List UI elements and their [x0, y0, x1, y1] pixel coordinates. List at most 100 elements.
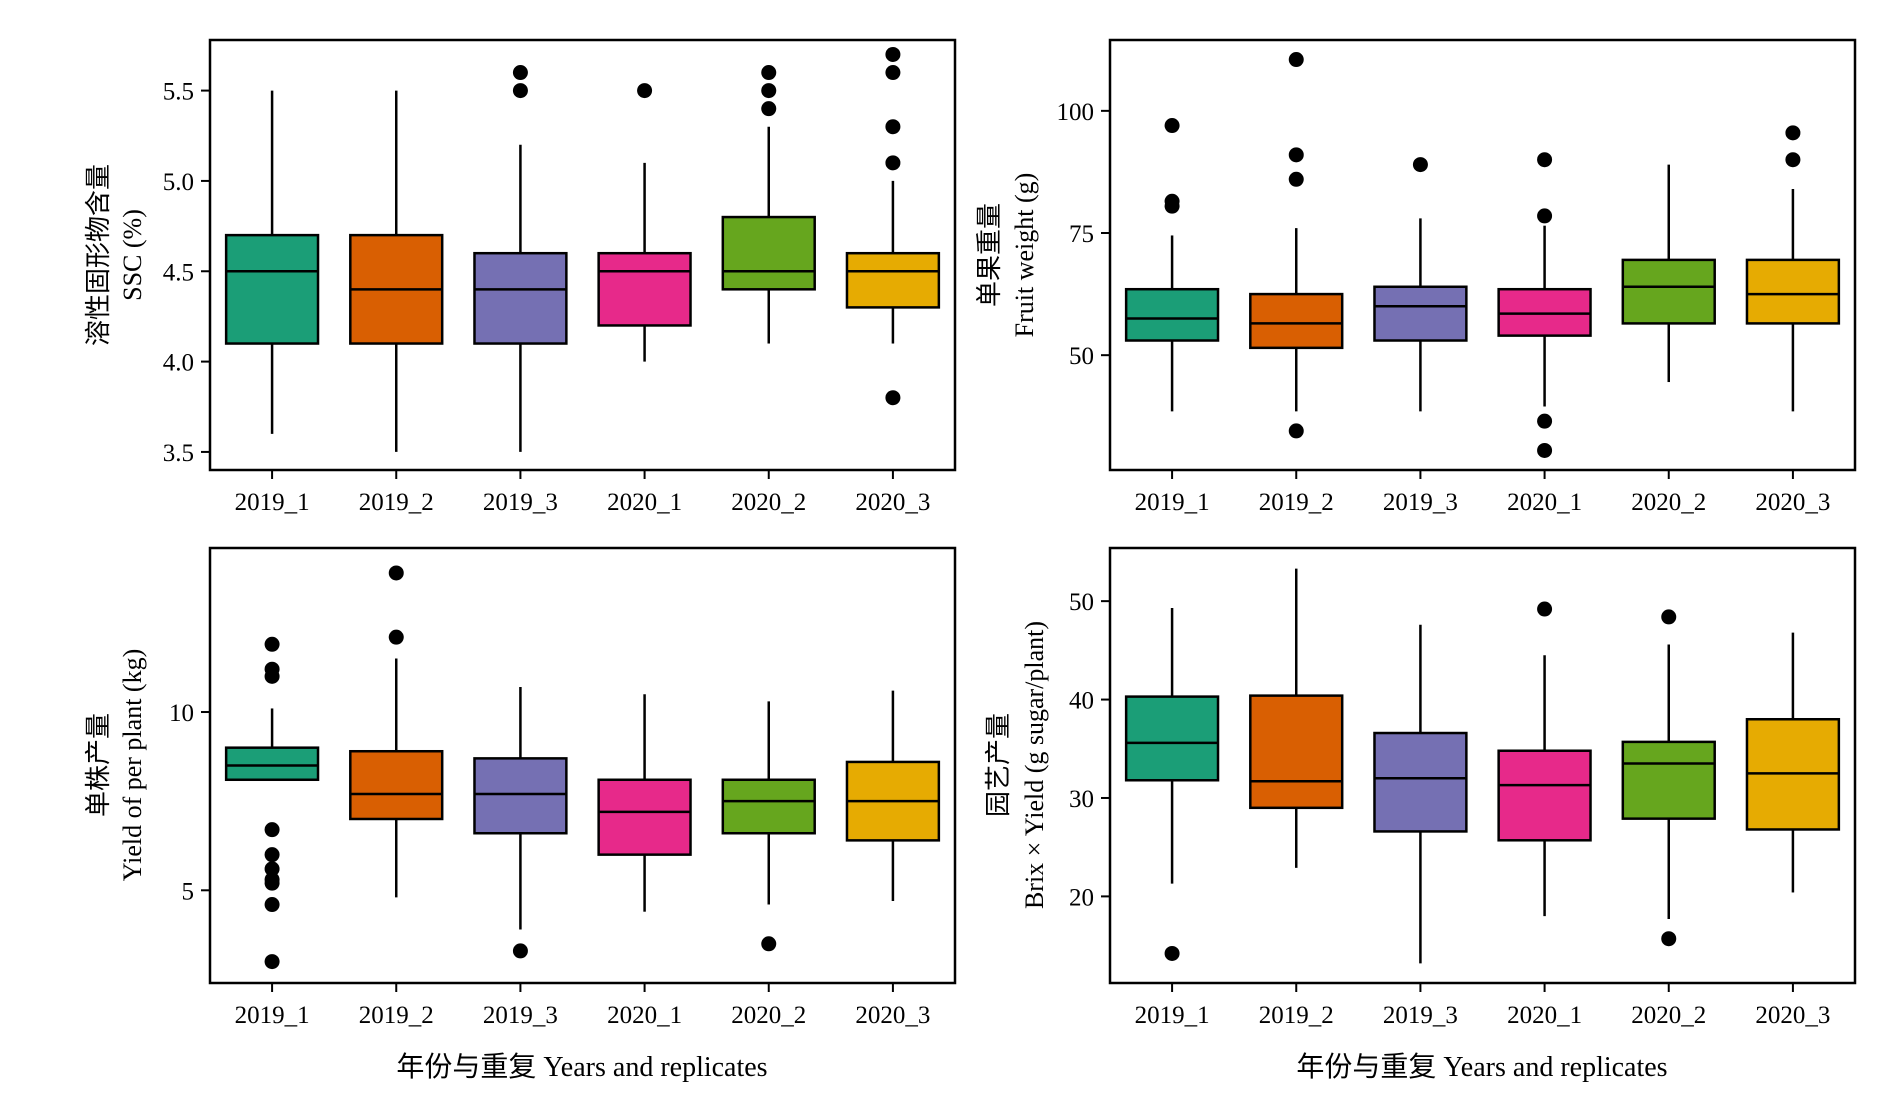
ssc-ylabel-cn: 溶性固形物含量 [84, 164, 113, 346]
ssc-plot-frame [208, 38, 957, 472]
brix-yield-plot-frame [1108, 546, 1857, 985]
yield-x-tick-label: 2019_1 [235, 1002, 310, 1029]
yield-x-tick-label: 2020_1 [607, 1002, 682, 1029]
fruit-weight-outlier-point [1288, 147, 1304, 163]
brix-yield-ylabel-en: Brix × Yield (g sugar/plant) [1020, 621, 1049, 909]
ssc-x-tick-label: 2020_3 [855, 489, 930, 516]
yield-y-tick-label: 5 [182, 878, 195, 905]
fruit-weight-outlier-point [1412, 157, 1428, 173]
yield-outlier-point [264, 661, 280, 677]
yield-box [349, 749, 444, 821]
yield-xlabel: 年份与重复 Years and replicates [396, 1051, 767, 1083]
brix-yield-ylabel-cn: 园艺产量 [984, 713, 1013, 817]
ssc-outlier-point [512, 65, 528, 81]
brix-yield-box [1124, 695, 1220, 782]
fruit-weight-x-tick-label: 2020_1 [1507, 489, 1582, 516]
fruit-weight-x-tick-label: 2019_2 [1259, 489, 1334, 516]
ssc-x-tick-label: 2019_2 [359, 489, 434, 516]
fruit-weight-plot-frame [1108, 38, 1857, 472]
ssc-box [845, 251, 941, 309]
yield-ylabel-cn: 单株产量 [84, 713, 113, 817]
yield-box [473, 757, 568, 835]
brix-yield-outlier-point [1661, 609, 1677, 625]
yield-ylabel-en: Yield of per plant (kg) [118, 649, 147, 882]
yield-x-tick-label: 2019_3 [483, 1002, 558, 1029]
ssc-outlier-point [761, 65, 777, 81]
ssc-x-tick-label: 2019_1 [235, 489, 310, 516]
fruit-weight-ylabel-en: Fruit weight (g) [1010, 173, 1039, 338]
ssc-x-tick-label: 2020_1 [607, 489, 682, 516]
yield-outlier-point [264, 636, 280, 652]
ssc-box [597, 251, 692, 327]
ssc-outlier-point [761, 101, 777, 117]
fruit-weight-outlier-point [1288, 423, 1304, 439]
ssc-y-tick-label: 5.0 [163, 169, 194, 196]
brix-yield-x-tick-label: 2020_1 [1507, 1002, 1582, 1029]
brix-yield-x-ticks: 2019_1 2019_2 2019_3 2020_1 2020_2 2020_3 [1135, 983, 1830, 1029]
fruit-weight-x-tick-label: 2019_3 [1383, 489, 1458, 516]
ssc-panel: 3.5 4.0 4.5 5.0 5.5 2019_1 2019_2 2019_3 2020_1… [84, 38, 957, 516]
ssc-marks [224, 46, 941, 452]
ssc-y-tick-label: 3.5 [163, 440, 194, 467]
ssc-y-tick-label: 5.5 [163, 79, 194, 106]
yield-outlier-point [388, 565, 404, 581]
yield-box [224, 746, 320, 782]
brix-yield-y-tick-label: 20 [1069, 884, 1094, 911]
yield-outlier-point [264, 954, 280, 970]
fruit-weight-ylabel-cn: 单果重量 [975, 203, 1004, 307]
fruit-weight-box [1621, 258, 1716, 325]
fruit-weight-outlier-point [1164, 193, 1180, 209]
brix-yield-y-ticks: 20 30 40 50 [1069, 589, 1110, 911]
yield-box [597, 778, 692, 856]
ssc-y-tick-label: 4.0 [163, 350, 194, 377]
yield-marks [224, 565, 941, 970]
fruit-weight-marks [1124, 52, 1841, 458]
yield-outlier-point [512, 943, 528, 959]
brix-yield-xlabel: 年份与重复 Years and replicates [1296, 1051, 1667, 1083]
fruit-weight-x-tick-label: 2020_3 [1755, 489, 1830, 516]
ssc-outlier-point [761, 83, 777, 99]
brix-yield-y-tick-label: 30 [1069, 786, 1094, 813]
yield-x-tick-label: 2019_2 [359, 1002, 434, 1029]
brix-yield-outlier-point [1537, 601, 1553, 617]
ssc-outlier-point [885, 46, 901, 62]
fruit-weight-outlier-point [1537, 152, 1553, 168]
yield-box [721, 778, 816, 835]
yield-outlier-point [264, 847, 280, 863]
fruit-weight-x-tick-label: 2020_2 [1631, 489, 1706, 516]
brix-yield-x-tick-label: 2019_1 [1135, 1002, 1210, 1029]
yield-outlier-point [264, 861, 280, 877]
fruit-weight-outlier-point [1288, 171, 1304, 187]
fruit-weight-y-tick-label: 75 [1069, 221, 1094, 248]
fruit-weight-x-ticks: 2019_1 2019_2 2019_3 2020_1 2020_2 2020_3 [1135, 470, 1830, 516]
ssc-ylabel-en: SSC (%) [118, 209, 147, 301]
brix-yield-box [1373, 731, 1468, 833]
fruit-weight-outlier-point [1537, 208, 1553, 224]
brix-yield-x-tick-label: 2020_3 [1755, 1002, 1830, 1029]
fruit-weight-outlier-point [1537, 413, 1553, 429]
ssc-outlier-point [885, 119, 901, 135]
yield-outlier-point [264, 897, 280, 913]
yield-x-ticks: 2019_1 2019_2 2019_3 2020_1 2020_2 2020_3 [235, 983, 930, 1029]
yield-plot-frame [208, 546, 957, 985]
fruit-weight-y-ticks: 50 75 100 [1057, 99, 1110, 370]
fruit-weight-box [1249, 292, 1344, 350]
ssc-outlier-point [512, 83, 528, 99]
ssc-box [473, 251, 568, 345]
brix-yield-box [1621, 740, 1716, 820]
yield-outlier-point [761, 936, 777, 952]
fruit-weight-outlier-point [1785, 152, 1801, 168]
ssc-outlier-point [637, 83, 653, 99]
brix-yield-x-tick-label: 2019_2 [1259, 1002, 1334, 1029]
yield-x-tick-label: 2020_2 [731, 1002, 806, 1029]
fruit-weight-x-tick-label: 2019_1 [1135, 489, 1210, 516]
brix-yield-y-tick-label: 40 [1069, 688, 1094, 715]
yield-panel: 5 10 2019_1 2019_2 2019_3 2020_1 2020_2 2020_3… [84, 546, 957, 1083]
brix-yield-outlier-point [1164, 945, 1180, 961]
brix-yield-x-tick-label: 2020_2 [1631, 1002, 1706, 1029]
fruit-weight-outlier-point [1537, 442, 1553, 458]
ssc-outlier-point [885, 155, 901, 171]
